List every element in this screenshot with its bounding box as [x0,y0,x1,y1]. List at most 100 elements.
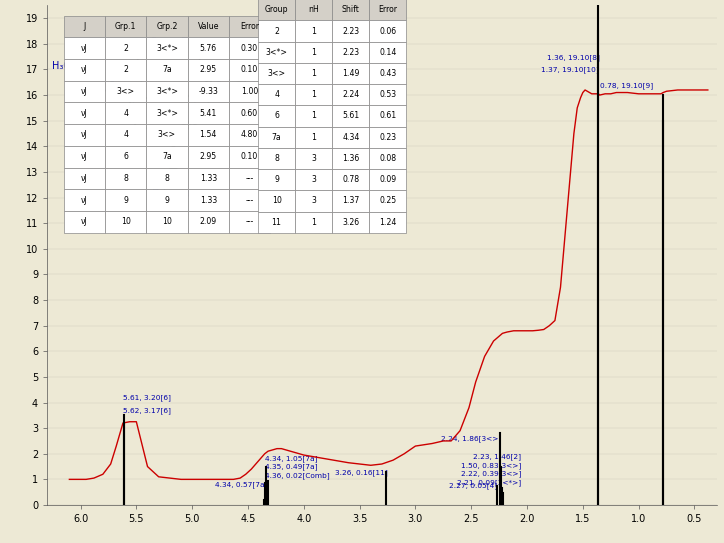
Text: 7: 7 [216,81,221,90]
Text: 1: 1 [311,90,316,99]
Text: ---: --- [245,174,253,183]
Text: nH: nH [308,5,319,14]
Text: 3: 3 [109,81,114,90]
Text: 2.23, 1.46[2]: 2.23, 1.46[2] [473,453,521,460]
Text: 1.00: 1.00 [241,87,258,96]
Text: Grp.2: Grp.2 [156,22,177,31]
Text: 5.61: 5.61 [342,111,359,121]
Text: 1: 1 [130,102,135,110]
Text: 4.34: 4.34 [342,132,359,142]
Text: 0.53: 0.53 [379,90,397,99]
Text: 4: 4 [123,130,128,140]
Text: 5: 5 [175,137,181,147]
Text: 0.09: 0.09 [379,175,397,184]
Text: 2.22, 0.39[3<>]: 2.22, 0.39[3<>] [461,470,521,477]
Text: 2.27, 0.05[4]: 2.27, 0.05[4] [449,482,497,489]
Text: H₃C: H₃C [152,186,170,196]
Text: H₃C: H₃C [116,23,134,34]
Text: 2: 2 [123,43,128,53]
Text: H₃C: H₃C [52,61,70,71]
Text: 0.60: 0.60 [241,109,258,118]
Text: 1: 1 [311,132,316,142]
Text: 2.95: 2.95 [200,152,216,161]
Text: 0.10: 0.10 [241,152,258,161]
Text: 2: 2 [190,102,195,110]
Text: J: J [83,22,85,31]
Text: 3: 3 [311,175,316,184]
Text: 3<*>: 3<*> [156,43,178,53]
Text: 0.61: 0.61 [379,111,397,121]
Text: 11: 11 [251,92,262,101]
Text: 1.50, 0.83[3<>]: 1.50, 0.83[3<>] [461,462,521,469]
Text: 0.78: 0.78 [342,175,359,184]
Text: 7a: 7a [195,41,205,49]
Text: 1: 1 [311,218,316,226]
Text: 6: 6 [274,111,279,121]
Text: 10: 10 [121,217,130,226]
Text: νJ: νJ [81,130,88,140]
Text: 8: 8 [164,174,169,183]
Text: 0.78, 19.10[9]: 0.78, 19.10[9] [600,82,653,89]
Text: 1: 1 [311,27,316,36]
Text: 5.41: 5.41 [200,109,217,118]
Text: 9: 9 [123,195,128,205]
Text: 0.14: 0.14 [379,48,397,57]
Text: 2.95: 2.95 [200,65,216,74]
Text: 5.61, 3.20[6]: 5.61, 3.20[6] [123,394,171,401]
Text: 3: 3 [311,154,316,163]
Text: 3<*>: 3<*> [156,109,178,118]
Text: Error: Error [240,22,259,31]
Text: 1.33: 1.33 [200,195,217,205]
Text: 0.06: 0.06 [379,27,397,36]
Text: 10: 10 [272,197,282,205]
Text: 1: 1 [311,69,316,78]
Text: 1.24: 1.24 [379,218,397,226]
Text: 8: 8 [123,174,128,183]
Text: Group: Group [265,5,288,14]
Text: 8: 8 [86,90,91,98]
Text: 1.37, 19.10[10]: 1.37, 19.10[10] [541,67,599,73]
Text: 3.26: 3.26 [342,218,359,226]
Text: 4: 4 [274,90,279,99]
Text: 1.33: 1.33 [200,174,217,183]
Text: 1: 1 [311,111,316,121]
Text: 9: 9 [151,33,156,42]
Text: 4: 4 [123,109,128,118]
Text: 1: 1 [311,48,316,57]
Text: 0.25: 0.25 [379,197,397,205]
Text: OH: OH [251,75,266,85]
Text: νJ: νJ [81,174,88,183]
Text: 10: 10 [162,217,172,226]
Text: 1.54: 1.54 [200,130,217,140]
Text: 1.37: 1.37 [342,197,359,205]
Text: νJ: νJ [81,152,88,161]
Text: 1.36: 1.36 [342,154,359,163]
Text: 3<>: 3<> [117,87,135,96]
Text: 3<*>: 3<*> [266,48,287,57]
Text: νJ: νJ [81,217,88,226]
Text: 8: 8 [274,154,279,163]
Text: 2.09: 2.09 [200,217,216,226]
Text: -9.33: -9.33 [198,87,218,96]
Text: ---: --- [245,195,253,205]
Text: νJ: νJ [81,195,88,205]
Text: 2.23: 2.23 [342,48,359,57]
Text: 9: 9 [164,195,169,205]
Text: 0.08: 0.08 [379,154,397,163]
Text: ---: --- [245,217,253,226]
Text: Error: Error [379,5,397,14]
Text: 2: 2 [123,65,128,74]
Text: 1.49: 1.49 [342,69,359,78]
Text: 4.36, 0.02[Comb]: 4.36, 0.02[Comb] [265,472,329,479]
Text: 0.30: 0.30 [241,43,258,53]
Text: 1.36, 19.10[8]: 1.36, 19.10[8] [547,54,599,60]
Text: 4: 4 [122,130,127,138]
Text: νJ: νJ [81,109,88,118]
Text: Value: Value [198,22,219,31]
Text: 2.21, 0.09[3<*>]: 2.21, 0.09[3<*>] [457,479,521,485]
Text: 7a: 7a [162,65,172,74]
Text: 5.76: 5.76 [200,43,216,53]
Text: 2.23: 2.23 [342,27,359,36]
Text: 4.34, 1.05[7a]: 4.34, 1.05[7a] [265,455,317,462]
Text: 2: 2 [274,27,279,36]
